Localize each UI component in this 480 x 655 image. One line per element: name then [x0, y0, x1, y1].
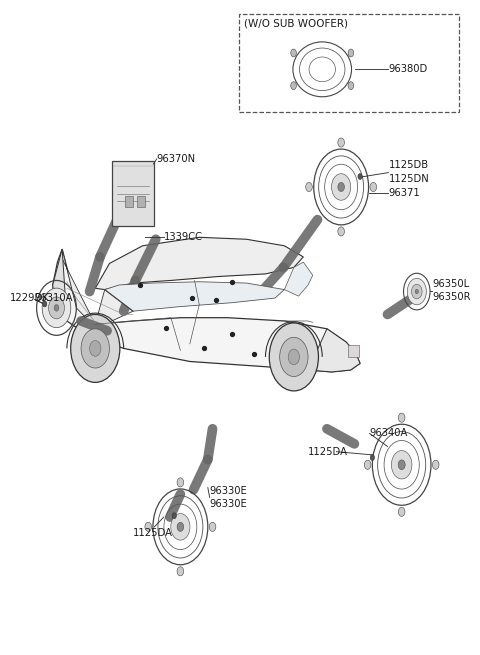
Circle shape — [348, 82, 354, 90]
Circle shape — [145, 522, 152, 531]
Circle shape — [338, 227, 345, 236]
Circle shape — [306, 182, 312, 191]
Circle shape — [398, 413, 405, 422]
Text: 1125DA: 1125DA — [308, 447, 348, 457]
Circle shape — [54, 305, 59, 311]
Circle shape — [71, 314, 120, 383]
Text: 96350L: 96350L — [432, 280, 469, 290]
Circle shape — [398, 507, 405, 516]
Circle shape — [391, 451, 412, 479]
Circle shape — [177, 478, 184, 487]
Circle shape — [172, 513, 176, 519]
Text: 96330E: 96330E — [210, 486, 248, 496]
Circle shape — [43, 301, 47, 307]
Circle shape — [411, 284, 422, 299]
Circle shape — [432, 460, 439, 470]
Polygon shape — [95, 237, 303, 290]
Polygon shape — [53, 249, 360, 372]
Circle shape — [269, 323, 318, 391]
Circle shape — [90, 341, 101, 356]
Polygon shape — [308, 329, 360, 372]
Circle shape — [370, 455, 374, 460]
Text: 96310A: 96310A — [35, 293, 73, 303]
Circle shape — [48, 297, 64, 319]
Circle shape — [280, 337, 308, 377]
Text: 96350R: 96350R — [432, 292, 470, 303]
Circle shape — [42, 288, 71, 328]
Text: (W/O SUB WOOFER): (W/O SUB WOOFER) — [244, 18, 348, 28]
Bar — [125, 196, 133, 206]
Text: 1125DN: 1125DN — [388, 174, 429, 184]
Bar — [348, 345, 359, 357]
Text: 96380D: 96380D — [388, 64, 428, 74]
Text: 96330E: 96330E — [210, 499, 248, 509]
Text: 1125DA: 1125DA — [133, 529, 173, 538]
Polygon shape — [105, 282, 285, 311]
Circle shape — [407, 278, 426, 305]
Circle shape — [338, 138, 345, 147]
Circle shape — [291, 49, 297, 57]
Circle shape — [81, 329, 109, 368]
Bar — [240, 14, 459, 112]
Circle shape — [171, 514, 190, 540]
Bar — [137, 196, 145, 206]
Circle shape — [209, 522, 216, 531]
Circle shape — [358, 174, 362, 179]
Circle shape — [415, 290, 419, 293]
Circle shape — [364, 460, 371, 470]
Circle shape — [338, 183, 345, 191]
Circle shape — [177, 567, 184, 576]
Circle shape — [370, 182, 377, 191]
Polygon shape — [62, 249, 133, 328]
Polygon shape — [53, 249, 67, 321]
Text: 1125DB: 1125DB — [388, 160, 429, 170]
Circle shape — [177, 522, 184, 531]
Circle shape — [291, 82, 297, 90]
FancyBboxPatch shape — [112, 161, 154, 226]
Text: 96370N: 96370N — [157, 154, 196, 164]
Circle shape — [348, 49, 354, 57]
Ellipse shape — [51, 288, 59, 304]
Text: 96371: 96371 — [388, 188, 420, 198]
Circle shape — [288, 349, 300, 365]
Circle shape — [398, 460, 405, 470]
Polygon shape — [285, 262, 313, 296]
Text: 96340A: 96340A — [370, 428, 408, 438]
Text: 1229DK: 1229DK — [10, 293, 50, 303]
Circle shape — [332, 174, 351, 200]
Text: 1339CC: 1339CC — [164, 233, 203, 242]
